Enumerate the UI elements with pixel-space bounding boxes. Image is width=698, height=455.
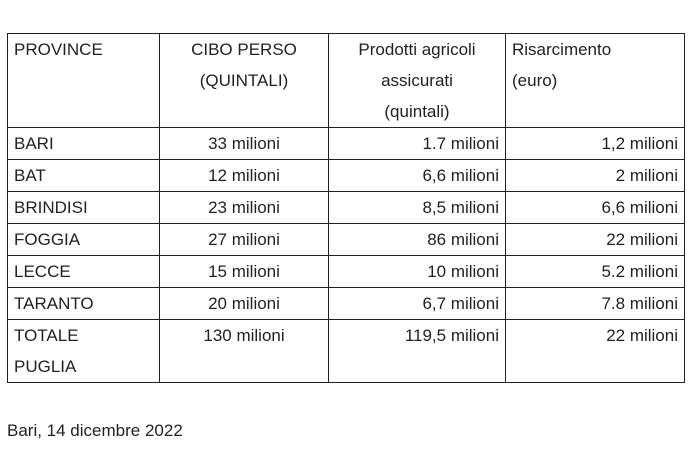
cell-prodotti: 10 milioni <box>328 255 506 288</box>
header-province-line: PROVINCE <box>14 40 103 59</box>
header-prodotti-line-3: (quintali) <box>384 102 450 121</box>
cell-risarcimento: 2 milioni <box>505 159 685 192</box>
table-row: LECCE 15 milioni 10 milioni 5.2 milioni <box>7 255 685 288</box>
cell-cibo: 33 milioni <box>159 127 329 160</box>
total-label-line-1: TOTALE <box>14 326 79 345</box>
cell-cibo: 20 milioni <box>159 287 329 320</box>
total-label-line-2: PUGLIA <box>14 357 77 376</box>
cell-province: LECCE <box>7 255 160 288</box>
cell-province: BAT <box>7 159 160 192</box>
table-header-row: PROVINCE CIBO PERSO (QUINTALI) Prodotti … <box>7 33 685 128</box>
cell-total-label: TOTALE PUGLIA <box>7 319 160 383</box>
header-cibo-line-1: CIBO PERSO <box>191 40 297 59</box>
cell-total-risarcimento: 22 milioni <box>505 319 685 383</box>
header-prodotti-line-1: Prodotti agricoli <box>358 40 476 59</box>
cell-risarcimento: 1,2 milioni <box>505 127 685 160</box>
header-risarcimento-line-2: (euro) <box>512 71 558 90</box>
cell-total-prodotti: 119,5 milioni <box>328 319 506 383</box>
cell-prodotti: 6,6 milioni <box>328 159 506 192</box>
cell-province: TARANTO <box>7 287 160 320</box>
cell-risarcimento: 22 milioni <box>505 223 685 256</box>
cell-risarcimento: 7.8 milioni <box>505 287 685 320</box>
table-row: FOGGIA 27 milioni 86 milioni 22 milioni <box>7 223 685 256</box>
header-province: PROVINCE <box>7 33 160 128</box>
cell-prodotti: 1.7 milioni <box>328 127 506 160</box>
table-row: BARI 33 milioni 1.7 milioni 1,2 milioni <box>7 127 685 160</box>
cell-prodotti: 6,7 milioni <box>328 287 506 320</box>
cell-province: FOGGIA <box>7 223 160 256</box>
table-row: TARANTO 20 milioni 6,7 milioni 7.8 milio… <box>7 287 685 320</box>
cell-cibo: 12 milioni <box>159 159 329 192</box>
header-cibo-perso: CIBO PERSO (QUINTALI) <box>159 33 329 128</box>
data-table-container: PROVINCE CIBO PERSO (QUINTALI) Prodotti … <box>7 33 685 383</box>
cell-risarcimento: 6,6 milioni <box>505 191 685 224</box>
header-cibo-line-2: (QUINTALI) <box>199 71 289 90</box>
table-row: BRINDISI 23 milioni 8,5 milioni 6,6 mili… <box>7 191 685 224</box>
provinces-table: PROVINCE CIBO PERSO (QUINTALI) Prodotti … <box>7 33 685 383</box>
cell-cibo: 27 milioni <box>159 223 329 256</box>
cell-risarcimento: 5.2 milioni <box>505 255 685 288</box>
cell-prodotti: 86 milioni <box>328 223 506 256</box>
header-risarcimento: Risarcimento (euro) <box>505 33 685 128</box>
header-prodotti-line-2: assicurati <box>381 71 453 90</box>
cell-province: BRINDISI <box>7 191 160 224</box>
cell-cibo: 15 milioni <box>159 255 329 288</box>
header-risarcimento-line-1: Risarcimento <box>512 40 612 59</box>
table-total-row: TOTALE PUGLIA 130 milioni 119,5 milioni … <box>7 319 685 383</box>
header-prodotti-agricoli: Prodotti agricoli assicurati (quintali) <box>328 33 506 128</box>
table-row: BAT 12 milioni 6,6 milioni 2 milioni <box>7 159 685 192</box>
cell-cibo: 23 milioni <box>159 191 329 224</box>
cell-prodotti: 8,5 milioni <box>328 191 506 224</box>
document-date: Bari, 14 dicembre 2022 <box>7 421 183 440</box>
cell-total-cibo: 130 milioni <box>159 319 329 383</box>
cell-province: BARI <box>7 127 160 160</box>
